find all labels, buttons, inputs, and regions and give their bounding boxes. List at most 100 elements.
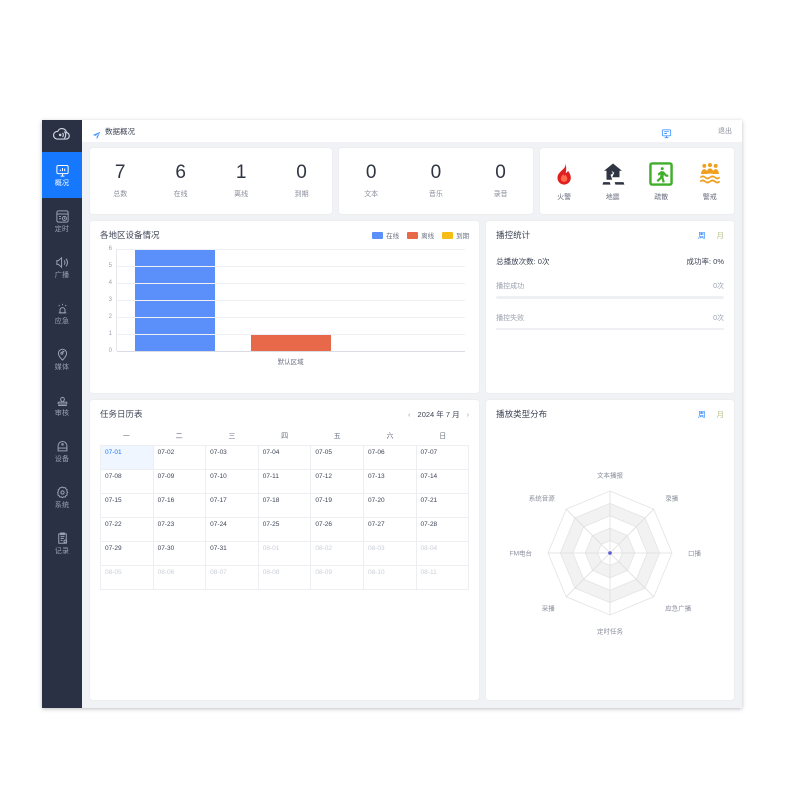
toggle-month[interactable]: 月 — [716, 409, 725, 419]
calendar-weekday: 六 — [386, 433, 394, 440]
calendar-weekday: 五 — [333, 433, 341, 440]
emergency-label: 警戒 — [702, 193, 717, 201]
sidebar-item-review[interactable]: 审核 — [42, 382, 82, 428]
calendar-day-cell[interactable]: 07-19 — [311, 494, 364, 518]
sidebar-item-overview[interactable]: 概况 — [42, 152, 82, 198]
radar-axis — [565, 552, 611, 598]
legend-item-online[interactable]: 在线 — [372, 230, 399, 240]
next-month-button[interactable]: › — [466, 409, 470, 419]
gear-icon — [55, 485, 70, 500]
calendar-day-cell[interactable]: 07-08 — [101, 470, 154, 494]
sidebar-item-system[interactable]: 系统 — [42, 474, 82, 520]
screen-monitor-icon[interactable] — [661, 126, 672, 138]
y-tick-label: 0 — [108, 348, 112, 354]
calendar-day-cell[interactable]: 07-15 — [101, 494, 154, 518]
gridline — [117, 300, 466, 301]
legend-item-expired[interactable]: 到期 — [442, 230, 469, 240]
calendar-day-cell[interactable]: 08-08 — [258, 566, 312, 590]
calendar-day-cell[interactable]: 07-21 — [416, 494, 470, 518]
calendar-day-cell[interactable]: 08-07 — [206, 566, 259, 590]
radar-axis-label: 采播 — [542, 604, 556, 613]
calendar-day-cell[interactable]: 07-18 — [258, 494, 312, 518]
send-plane-icon — [92, 127, 101, 139]
toggle-month[interactable]: 月 — [716, 230, 725, 240]
calendar-day-cell[interactable]: 07-07 — [416, 446, 470, 470]
calendar-day-cell[interactable]: 07-29 — [101, 542, 154, 566]
calendar-day-cell[interactable]: 07-02 — [153, 446, 207, 470]
gridline — [117, 265, 466, 267]
calendar-day-cell[interactable]: 08-11 — [416, 566, 470, 590]
calendar-day-cell[interactable]: 07-03 — [206, 446, 259, 470]
sidebar-item-label: 广播 — [54, 271, 70, 279]
panel-title: 各地区设备情况 — [100, 230, 160, 240]
calendar-day-cell[interactable]: 08-09 — [311, 566, 364, 590]
stat-total: 7 总数 — [113, 163, 127, 199]
calendar-day-cell[interactable]: 07-10 — [206, 470, 259, 494]
prev-month-button[interactable]: ‹ — [408, 409, 411, 419]
stat-value: 6 — [175, 162, 186, 183]
bar[interactable] — [251, 334, 332, 351]
calendar-day-cell[interactable]: 07-12 — [311, 470, 364, 494]
calendar-day-cell[interactable]: 07-04 — [258, 446, 312, 470]
calendar-day-cell[interactable]: 07-25 — [258, 518, 312, 542]
calendar-day-cell[interactable]: 08-06 — [153, 566, 207, 590]
panel-title: 播放类型分布 — [496, 409, 548, 419]
calendar-day-cell[interactable]: 07-05 — [311, 446, 364, 470]
y-tick-label: 4 — [108, 279, 112, 286]
calendar-day-cell[interactable]: 07-31 — [206, 542, 259, 566]
calendar-day-cell[interactable]: 07-11 — [258, 470, 312, 494]
current-month-label: 2024 年 7 月 — [417, 409, 460, 419]
evacuation-exit-icon — [648, 161, 674, 187]
calendar-day-cell[interactable]: 08-05 — [101, 566, 154, 590]
calendar-day-cell[interactable]: 07-09 — [153, 470, 207, 494]
calendar-day-cell[interactable]: 07-01 — [101, 446, 154, 470]
sidebar-item-label: 设备 — [54, 455, 70, 463]
sidebar-item-media[interactable]: 媒体 — [42, 336, 82, 382]
toggle-week[interactable]: 周 — [698, 409, 706, 419]
calendar-day-cell[interactable]: 08-03 — [363, 542, 417, 566]
calendar-day-cell[interactable]: 07-17 — [206, 494, 259, 518]
stat-value: 7 — [114, 162, 126, 183]
bar-chart: 0 1 2 3 4 5 6 默认区域 — [100, 246, 469, 369]
stat-offline: 1 离线 — [234, 163, 248, 199]
stamp-approve-icon — [55, 393, 70, 408]
calendar-day-cell[interactable]: 07-23 — [153, 518, 207, 542]
panel-title: 任务日历表 — [100, 409, 143, 419]
radar-axis-label: 应急广播 — [665, 604, 692, 613]
calendar-day-cell[interactable]: 07-16 — [153, 494, 207, 518]
emergency-evacuation[interactable]: 疏散 — [648, 161, 674, 202]
calendar-day-cell[interactable]: 07-06 — [363, 446, 417, 470]
emergency-alert[interactable]: 警戒 — [697, 161, 723, 202]
radar-data-point[interactable] — [608, 551, 612, 555]
calendar-day-cell[interactable]: 07-30 — [153, 542, 207, 566]
sidebar-item-broadcast[interactable]: 广播 — [42, 244, 82, 290]
sidebar-item-device[interactable]: 设备 — [42, 428, 82, 474]
calendar-day-cell[interactable]: 07-27 — [363, 518, 417, 542]
radar-axis-label: 系统音源 — [529, 493, 556, 502]
logout-button[interactable]: 退出 — [718, 128, 732, 135]
calendar-day-cell[interactable]: 08-02 — [311, 542, 364, 566]
calendar-day-cell[interactable]: 07-14 — [416, 470, 470, 494]
radar-axis — [609, 508, 655, 554]
y-axis: 0 1 2 3 4 5 6 — [100, 246, 114, 354]
calendar-day-cell[interactable]: 07-13 — [363, 470, 417, 494]
calendar-day-cell[interactable]: 08-10 — [363, 566, 417, 590]
calendar-day-cell[interactable]: 07-24 — [206, 518, 259, 542]
calendar-day-cell[interactable]: 07-22 — [101, 518, 154, 542]
radar-axis-label: 口播 — [688, 549, 702, 558]
sidebar-item-schedule[interactable]: 定时 — [42, 198, 82, 244]
calendar-day-cell[interactable]: 07-28 — [416, 518, 470, 542]
legend-label: 到期 — [456, 233, 470, 240]
sidebar-item-emergency[interactable]: 应急 — [42, 290, 82, 336]
sidebar-item-records[interactable]: 记录 — [42, 520, 82, 566]
emergency-earthquake[interactable]: 地震 — [600, 161, 626, 202]
sidebar-item-label: 定时 — [54, 225, 70, 233]
toggle-week[interactable]: 周 — [698, 230, 706, 240]
calendar-day-cell[interactable]: 07-26 — [311, 518, 364, 542]
calendar-day-cell[interactable]: 08-01 — [258, 542, 312, 566]
panel-title: 播控统计 — [496, 230, 531, 240]
calendar-day-cell[interactable]: 07-20 — [363, 494, 417, 518]
calendar-day-cell[interactable]: 08-04 — [416, 542, 470, 566]
emergency-fire[interactable]: 火警 — [551, 161, 577, 202]
legend-item-offline[interactable]: 离线 — [407, 230, 434, 240]
